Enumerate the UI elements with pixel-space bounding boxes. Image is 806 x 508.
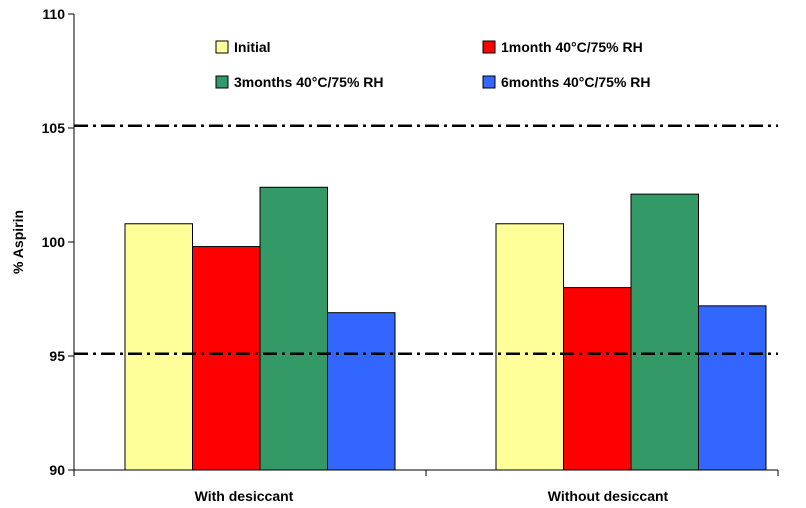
bar-2-3 xyxy=(630,193,699,471)
bars xyxy=(124,186,767,471)
legend-label-1: Initial xyxy=(234,39,271,55)
reference-lines xyxy=(74,124,778,355)
bar-1-2 xyxy=(192,246,261,471)
bar-1-3 xyxy=(259,186,328,471)
legend-label-2: 1month 40°C/75% RH xyxy=(501,39,643,55)
x-category-label-1: With desiccant xyxy=(195,488,294,504)
bar-2-2 xyxy=(563,287,632,471)
legend-swatch-1 xyxy=(215,40,229,54)
legend-swatch-4 xyxy=(482,75,496,89)
bar-1-1 xyxy=(124,223,193,471)
bar-2-1 xyxy=(495,223,564,471)
legend-label-3: 3months 40°C/75% RH xyxy=(234,74,384,90)
y-axis-title: % Aspirin xyxy=(10,210,26,274)
y-tick-label-3: 100 xyxy=(42,234,66,250)
legend-swatch-3 xyxy=(215,75,229,89)
bar-2-4 xyxy=(698,305,767,471)
x-categories: With desiccant Without desiccant xyxy=(195,488,669,504)
x-category-label-2: Without desiccant xyxy=(548,488,669,504)
y-tick-label-4: 105 xyxy=(42,120,66,136)
y-ticks: 90 95 100 105 110 xyxy=(42,6,74,478)
y-tick-label-1: 90 xyxy=(49,462,65,478)
legend-swatch-2 xyxy=(482,40,496,54)
legend: Initial 1month 40°C/75% RH 3months 40°C/75… xyxy=(215,39,651,90)
y-tick-label-5: 110 xyxy=(42,6,65,22)
legend-label-4: 6months 40°C/75% RH xyxy=(501,74,651,90)
bar-1-4 xyxy=(327,312,396,471)
y-tick-label-2: 95 xyxy=(49,348,65,364)
